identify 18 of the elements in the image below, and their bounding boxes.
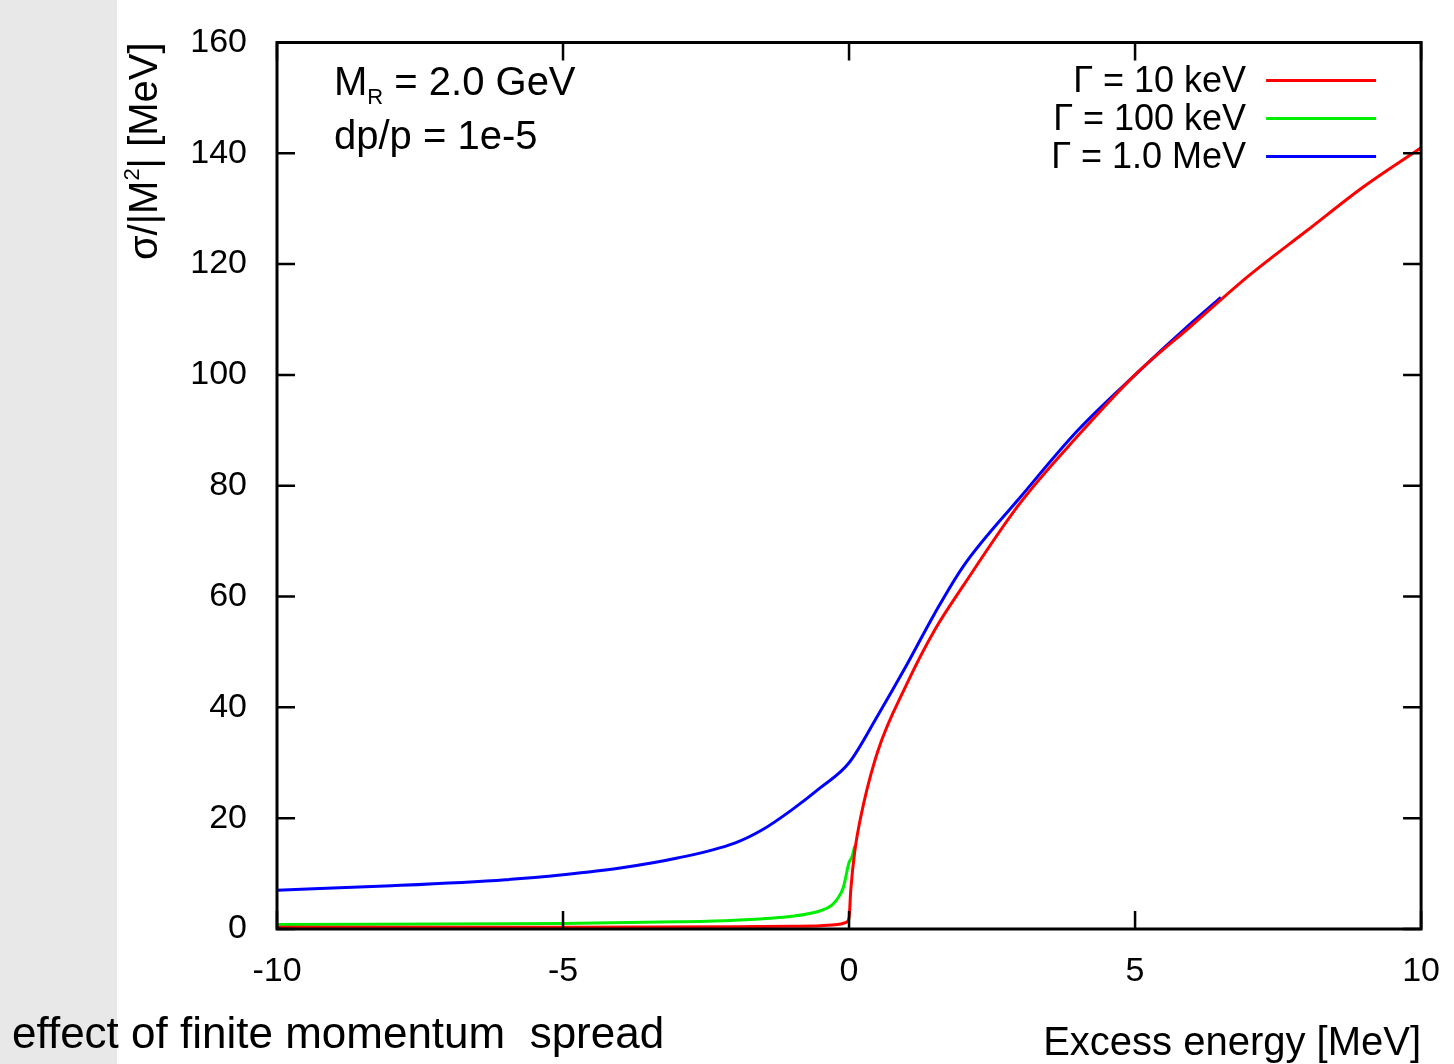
y-tick-label: 80 — [209, 464, 247, 503]
y-axis-title: σ/|M2| [MeV] — [119, 42, 165, 261]
y-tick-label: 0 — [228, 907, 247, 946]
x-tick-label: -5 — [547, 949, 579, 988]
x-tick-label: -10 — [252, 949, 302, 988]
x-axis-title: Excess energy [MeV] — [1043, 1019, 1422, 1063]
y-tick-label: 140 — [190, 131, 247, 170]
y-tick-label: 160 — [190, 20, 247, 59]
text: effect of finite momentum spread — [12, 1008, 665, 1058]
y-tick-label: 20 — [209, 796, 247, 835]
x-tick-label: 10 — [1402, 949, 1440, 988]
y-tick-label: 60 — [209, 574, 247, 613]
x-tick-label: 0 — [839, 949, 859, 988]
y-tick-label: 120 — [190, 242, 247, 281]
y-tick-label: 40 — [209, 685, 247, 724]
annotation: dp/p = 1e-5 — [334, 113, 538, 157]
y-tick-label: 100 — [190, 353, 247, 392]
x-tick-label: 5 — [1125, 949, 1145, 988]
